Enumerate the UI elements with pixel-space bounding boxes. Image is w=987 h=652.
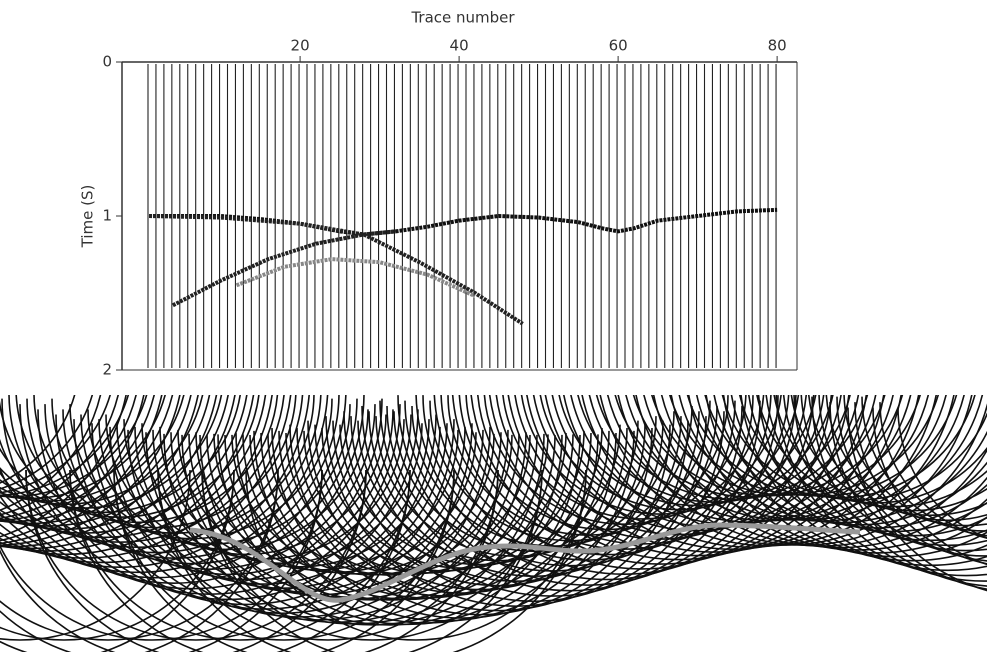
y-axis-title: Time (S) [79, 185, 97, 249]
arc [711, 363, 987, 528]
x-tick-label: 80 [768, 37, 787, 55]
y-tick-label: 2 [102, 361, 112, 379]
y-tick-label: 0 [102, 53, 112, 71]
x-tick-label: 40 [450, 37, 469, 55]
y-tick-label: 1 [102, 207, 112, 225]
x-tick-label: 60 [609, 37, 628, 55]
figure: Trace number Time (S) 20 40 60 80 0 1 2 [0, 0, 987, 652]
migration-arcs [0, 355, 987, 652]
x-tick-label: 20 [291, 37, 310, 55]
reflection-event [236, 259, 475, 296]
x-axis-title: Trace number [410, 9, 515, 27]
